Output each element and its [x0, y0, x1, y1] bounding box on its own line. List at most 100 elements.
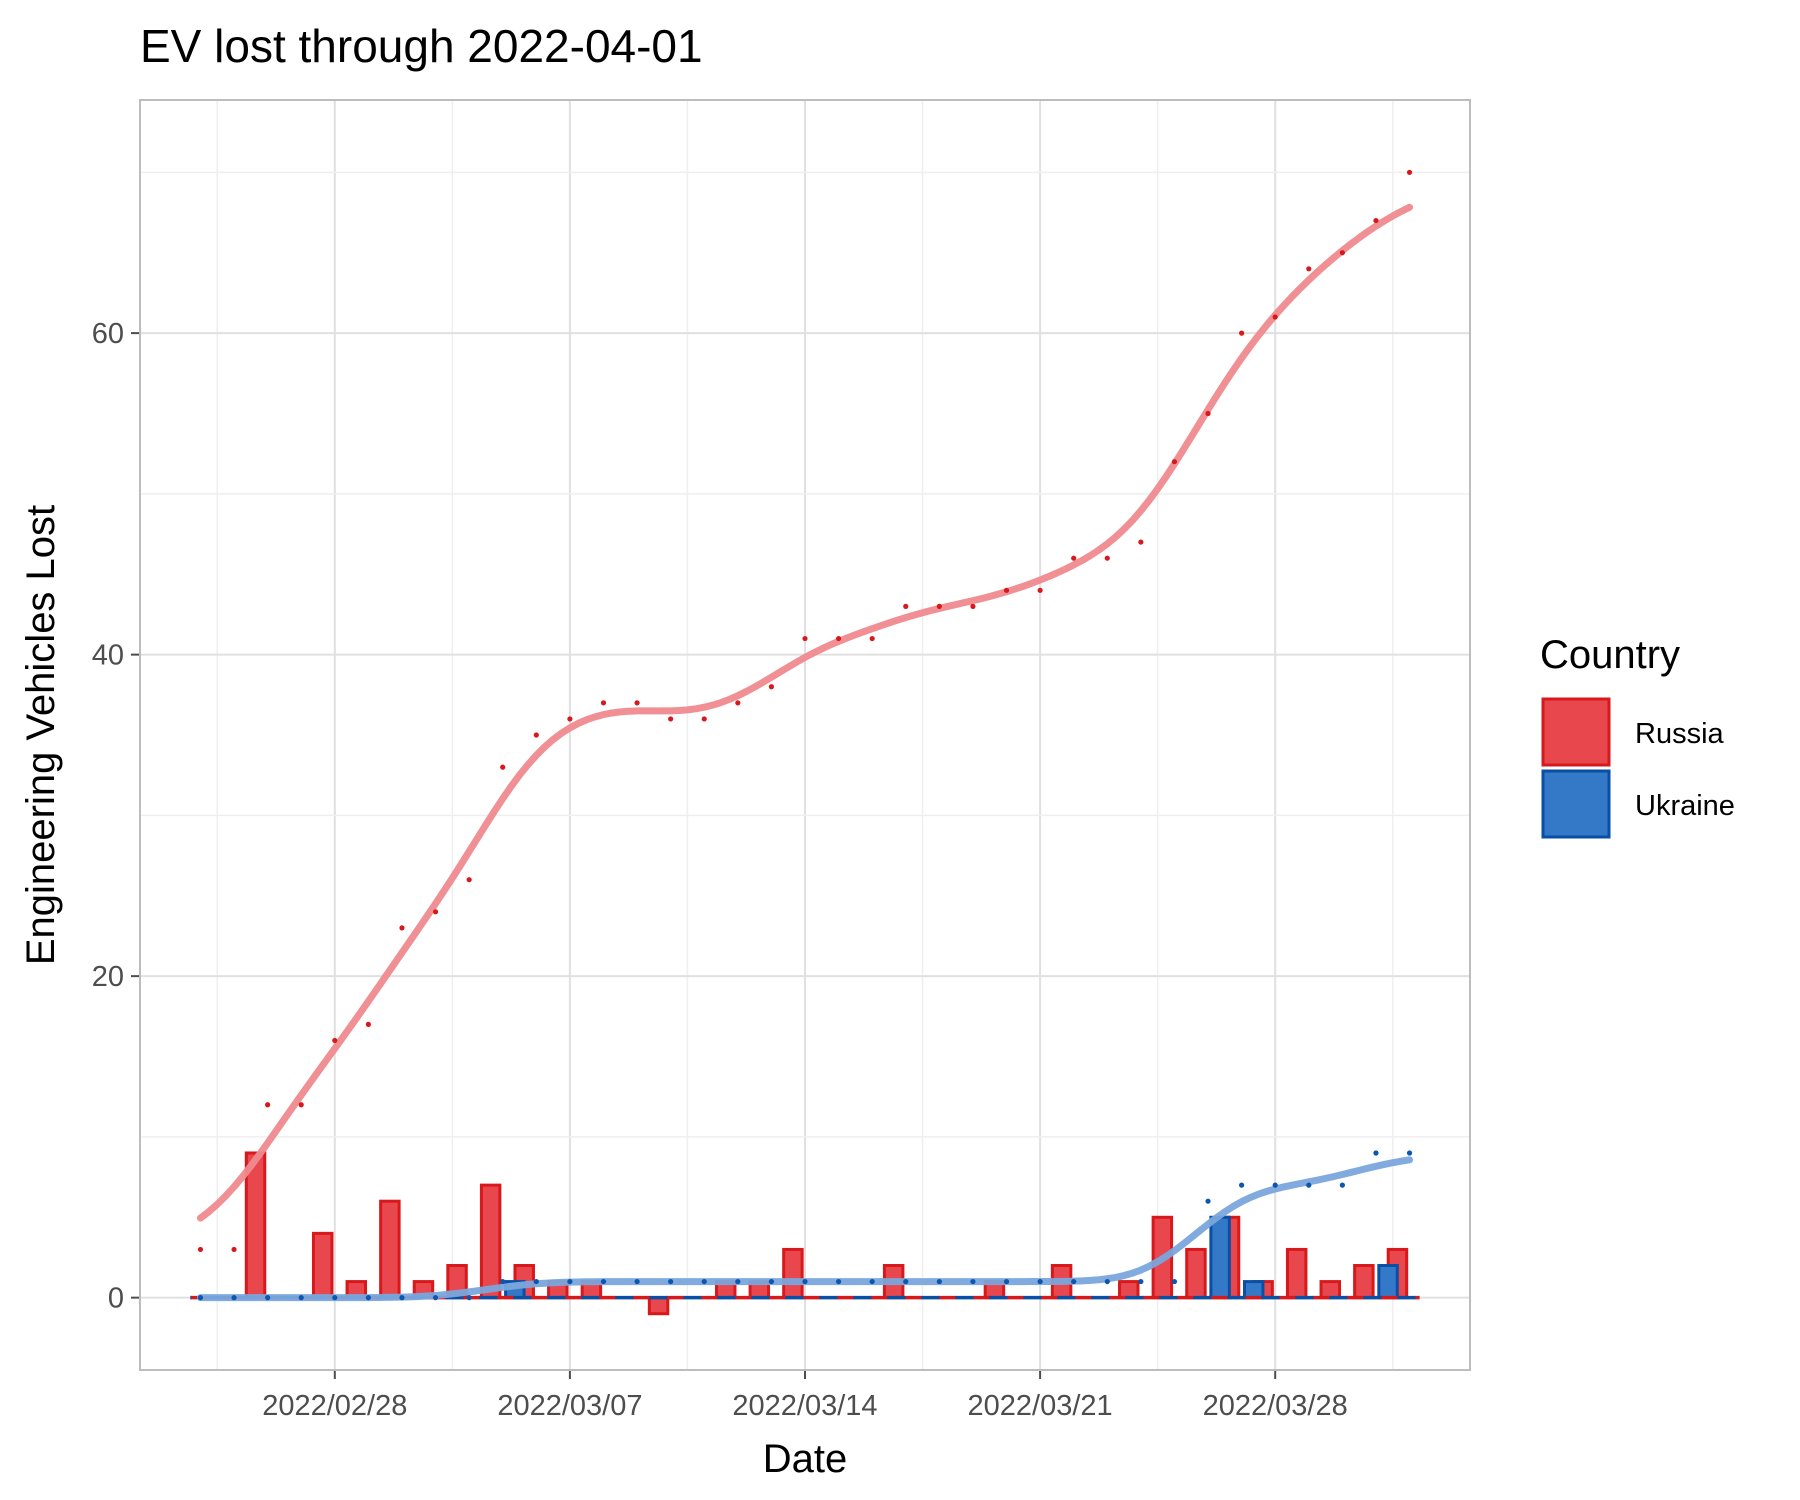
plot-border — [139, 99, 1471, 1371]
bar-russia — [1185, 1247, 1207, 1300]
chart-title: EV lost through 2022-04-01 — [140, 20, 703, 72]
point-ukraine — [1306, 1182, 1312, 1188]
point-ukraine — [1104, 1278, 1110, 1285]
legend: Country Russia Ukraine — [1540, 633, 1735, 839]
x-tick-label: 2022/03/07 — [497, 1390, 642, 1422]
x-tick-label: 2022/02/28 — [262, 1390, 407, 1422]
bar-russia — [1285, 1247, 1308, 1300]
point-ukraine — [1171, 1278, 1178, 1285]
y-tick-label: 40 — [92, 640, 124, 672]
point-ukraine — [936, 1278, 942, 1285]
trend-curve-russia — [196, 203, 1414, 1222]
point-russia — [466, 877, 472, 883]
bar-russia — [1118, 1280, 1140, 1300]
points — [197, 169, 1413, 1301]
point-russia — [265, 1102, 271, 1108]
point-ukraine — [1339, 1182, 1345, 1188]
point-russia — [432, 909, 439, 915]
point-ukraine — [466, 1295, 472, 1301]
point-ukraine — [197, 1295, 204, 1301]
point-russia — [231, 1246, 237, 1253]
point-russia — [1138, 539, 1144, 545]
point-ukraine — [1071, 1278, 1077, 1285]
point-ukraine — [600, 1278, 607, 1285]
point-ukraine — [533, 1278, 539, 1285]
point-russia — [970, 603, 976, 609]
point-ukraine — [903, 1278, 909, 1285]
bar-russia — [647, 1296, 670, 1316]
x-tick-label: 2022/03/14 — [732, 1390, 877, 1422]
legend-label-ukraine: Ukraine — [1635, 790, 1735, 822]
point-russia — [869, 635, 875, 642]
point-russia — [197, 1246, 204, 1253]
point-ukraine — [567, 1278, 573, 1285]
point-russia — [1071, 555, 1077, 561]
x-axis-title: Date — [763, 1437, 848, 1481]
point-ukraine — [634, 1278, 640, 1285]
bar-russia — [782, 1247, 804, 1300]
point-russia — [1104, 555, 1110, 561]
point-russia — [835, 635, 842, 642]
point-ukraine — [500, 1278, 506, 1285]
point-russia — [1339, 250, 1345, 256]
point-ukraine — [835, 1278, 842, 1285]
point-russia — [399, 925, 405, 931]
point-russia — [1406, 169, 1413, 175]
point-russia — [1037, 587, 1043, 593]
bar-russia — [1353, 1264, 1375, 1300]
point-ukraine — [1003, 1278, 1010, 1285]
point-russia — [903, 603, 909, 609]
point-ukraine — [1205, 1198, 1211, 1204]
point-russia — [567, 716, 573, 722]
point-ukraine — [1239, 1182, 1245, 1188]
legend-title: Country — [1540, 633, 1680, 677]
point-russia — [1171, 459, 1178, 465]
point-ukraine — [1373, 1150, 1379, 1156]
grid — [140, 100, 1470, 1370]
point-ukraine — [399, 1295, 405, 1301]
legend-label-russia: Russia — [1635, 718, 1725, 750]
point-russia — [533, 732, 539, 738]
point-ukraine — [869, 1278, 875, 1285]
point-russia — [802, 635, 808, 642]
bar-russia — [1319, 1280, 1342, 1300]
point-russia — [600, 700, 607, 706]
point-ukraine — [432, 1295, 439, 1301]
point-ukraine — [265, 1295, 271, 1301]
point-russia — [735, 700, 741, 706]
x-tick-label: 2022/03/28 — [1203, 1390, 1348, 1422]
point-ukraine — [735, 1278, 741, 1285]
y-tick-label: 60 — [92, 318, 124, 350]
point-ukraine — [1138, 1278, 1144, 1285]
point-russia — [668, 716, 674, 722]
point-ukraine — [668, 1278, 674, 1285]
point-ukraine — [768, 1278, 775, 1285]
point-russia — [1239, 330, 1245, 336]
y-tick-label: 0 — [108, 1283, 124, 1315]
point-ukraine — [298, 1295, 304, 1301]
point-ukraine — [231, 1295, 237, 1301]
bar-russia — [311, 1231, 334, 1300]
bar-ukraine — [1377, 1264, 1399, 1300]
point-russia — [365, 1021, 371, 1027]
point-russia — [701, 716, 707, 722]
bar-ukraine — [1209, 1215, 1231, 1300]
axis-ticks: 2022/02/28 2022/03/07 2022/03/14 2022/03/21… — [92, 318, 1348, 1422]
point-ukraine — [1272, 1182, 1278, 1188]
x-tick-label: 2022/03/21 — [968, 1390, 1113, 1422]
point-ukraine — [701, 1278, 707, 1285]
point-russia — [634, 700, 640, 706]
point-ukraine — [1037, 1278, 1043, 1285]
point-russia — [500, 764, 506, 770]
bar-russia — [244, 1151, 267, 1300]
point-russia — [1003, 587, 1010, 593]
point-russia — [1205, 410, 1211, 417]
point-ukraine — [970, 1278, 976, 1285]
point-ukraine — [332, 1295, 338, 1301]
point-russia — [1306, 266, 1312, 272]
point-russia — [936, 603, 942, 609]
point-russia — [1373, 217, 1379, 224]
legend-key-ukraine — [1541, 769, 1611, 839]
legend-key-russia — [1541, 697, 1611, 767]
